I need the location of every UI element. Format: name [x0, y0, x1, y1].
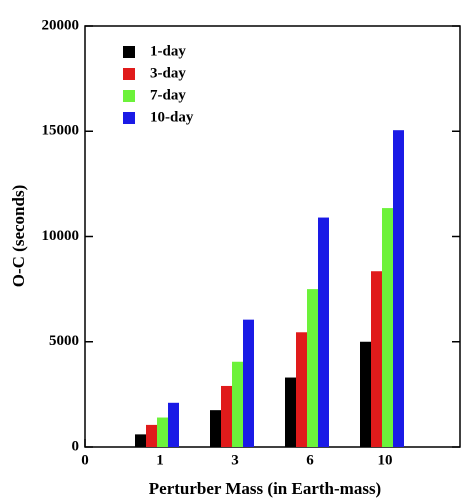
bar: [146, 424, 157, 447]
legend-label: 10-day: [150, 109, 194, 125]
x-tick-label: 0: [81, 452, 89, 468]
legend-swatch: [123, 112, 135, 124]
bar: [168, 402, 179, 447]
bar: [360, 341, 371, 447]
bar: [285, 377, 296, 447]
legend-swatch: [123, 68, 135, 80]
y-axis-label: O-C (seconds): [9, 185, 28, 287]
x-tick-label: 10: [378, 452, 393, 468]
legend-swatch: [123, 90, 135, 102]
legend-label: 1-day: [150, 43, 186, 59]
y-tick-label: 15000: [42, 123, 80, 139]
bar: [393, 130, 404, 447]
y-tick-label: 5000: [49, 333, 79, 349]
legend-label: 7-day: [150, 87, 186, 103]
x-axis-label: Perturber Mass (in Earth-mass): [149, 479, 381, 498]
bar: [210, 410, 221, 447]
bar: [371, 271, 382, 447]
legend-swatch: [123, 46, 135, 58]
x-tick-label: 3: [231, 452, 239, 468]
bar: [296, 332, 307, 447]
bar: [318, 217, 329, 447]
bar: [243, 319, 254, 447]
y-tick-label: 10000: [42, 228, 80, 244]
y-tick-label: 0: [72, 438, 80, 454]
bar: [157, 417, 168, 447]
legend-label: 3-day: [150, 65, 186, 81]
bar: [232, 361, 243, 447]
bar: [135, 434, 146, 447]
y-tick-label: 20000: [42, 17, 80, 33]
bar: [221, 385, 232, 447]
bar: [382, 208, 393, 447]
x-tick-label: 1: [156, 452, 164, 468]
x-tick-label: 6: [306, 452, 314, 468]
bar: [307, 289, 318, 447]
